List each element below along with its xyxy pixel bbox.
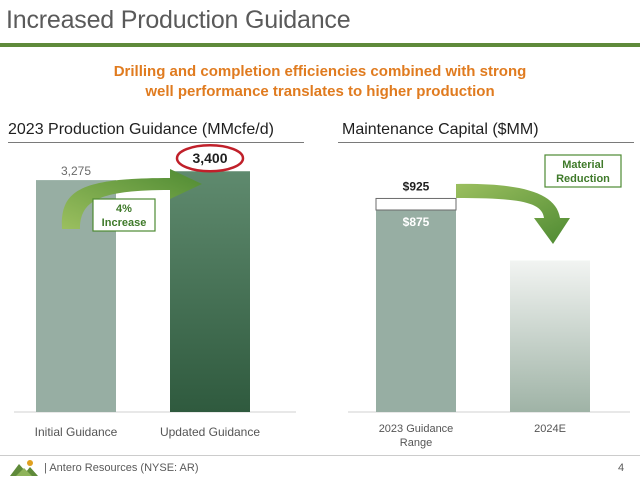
category-label-updated: Updated Guidance xyxy=(160,425,260,439)
bar-updated-guidance xyxy=(170,171,250,412)
slide-subtitle: Drilling and completion efficiencies com… xyxy=(70,62,570,102)
increase-callout-line-1: 4% xyxy=(116,203,132,215)
increase-callout-line-2: Increase xyxy=(102,217,147,229)
page-number: 4 xyxy=(618,462,625,474)
reduction-callout-line-1: Material xyxy=(562,159,604,171)
capital-chart-title: Maintenance Capital ($MM) xyxy=(342,121,539,138)
bar-2024e xyxy=(510,260,590,412)
slide-title: Increased Production Guidance xyxy=(6,6,351,34)
highlight-ring xyxy=(175,143,245,173)
title-rule xyxy=(0,43,640,47)
category-label-2023-line-1: 2023 Guidance xyxy=(379,423,454,435)
value-label-875: $875 xyxy=(403,215,430,229)
antero-logo-icon xyxy=(10,460,38,476)
value-label-initial: 3,275 xyxy=(61,164,91,178)
production-chart-title: 2023 Production Guidance (MMcfe/d) xyxy=(8,121,274,138)
bar-2023-range-increment xyxy=(375,197,457,211)
value-label-925: $925 xyxy=(403,179,430,193)
category-label-2023-line-2: Range xyxy=(400,437,432,449)
curved-down-arrow-icon xyxy=(456,183,570,244)
bar-2023-guidance-range xyxy=(376,210,456,412)
curved-up-arrow-icon xyxy=(61,169,202,229)
value-label-updated: 3,400 xyxy=(192,150,227,166)
reduction-callout-box xyxy=(544,154,622,188)
subtitle-line-2: well performance translates to higher pr… xyxy=(145,83,495,100)
footer-rule xyxy=(0,455,640,456)
category-label-initial: Initial Guidance xyxy=(35,425,118,439)
footer-company: | Antero Resources (NYSE: AR) xyxy=(44,462,199,474)
subtitle-line-1: Drilling and completion efficiencies com… xyxy=(113,63,527,80)
production-chart-rule xyxy=(8,142,304,143)
reduction-callout-line-2: Reduction xyxy=(556,173,610,185)
capital-chart-rule xyxy=(338,142,634,143)
increase-callout-box xyxy=(92,198,156,232)
category-label-2024e: 2024E xyxy=(534,423,566,435)
